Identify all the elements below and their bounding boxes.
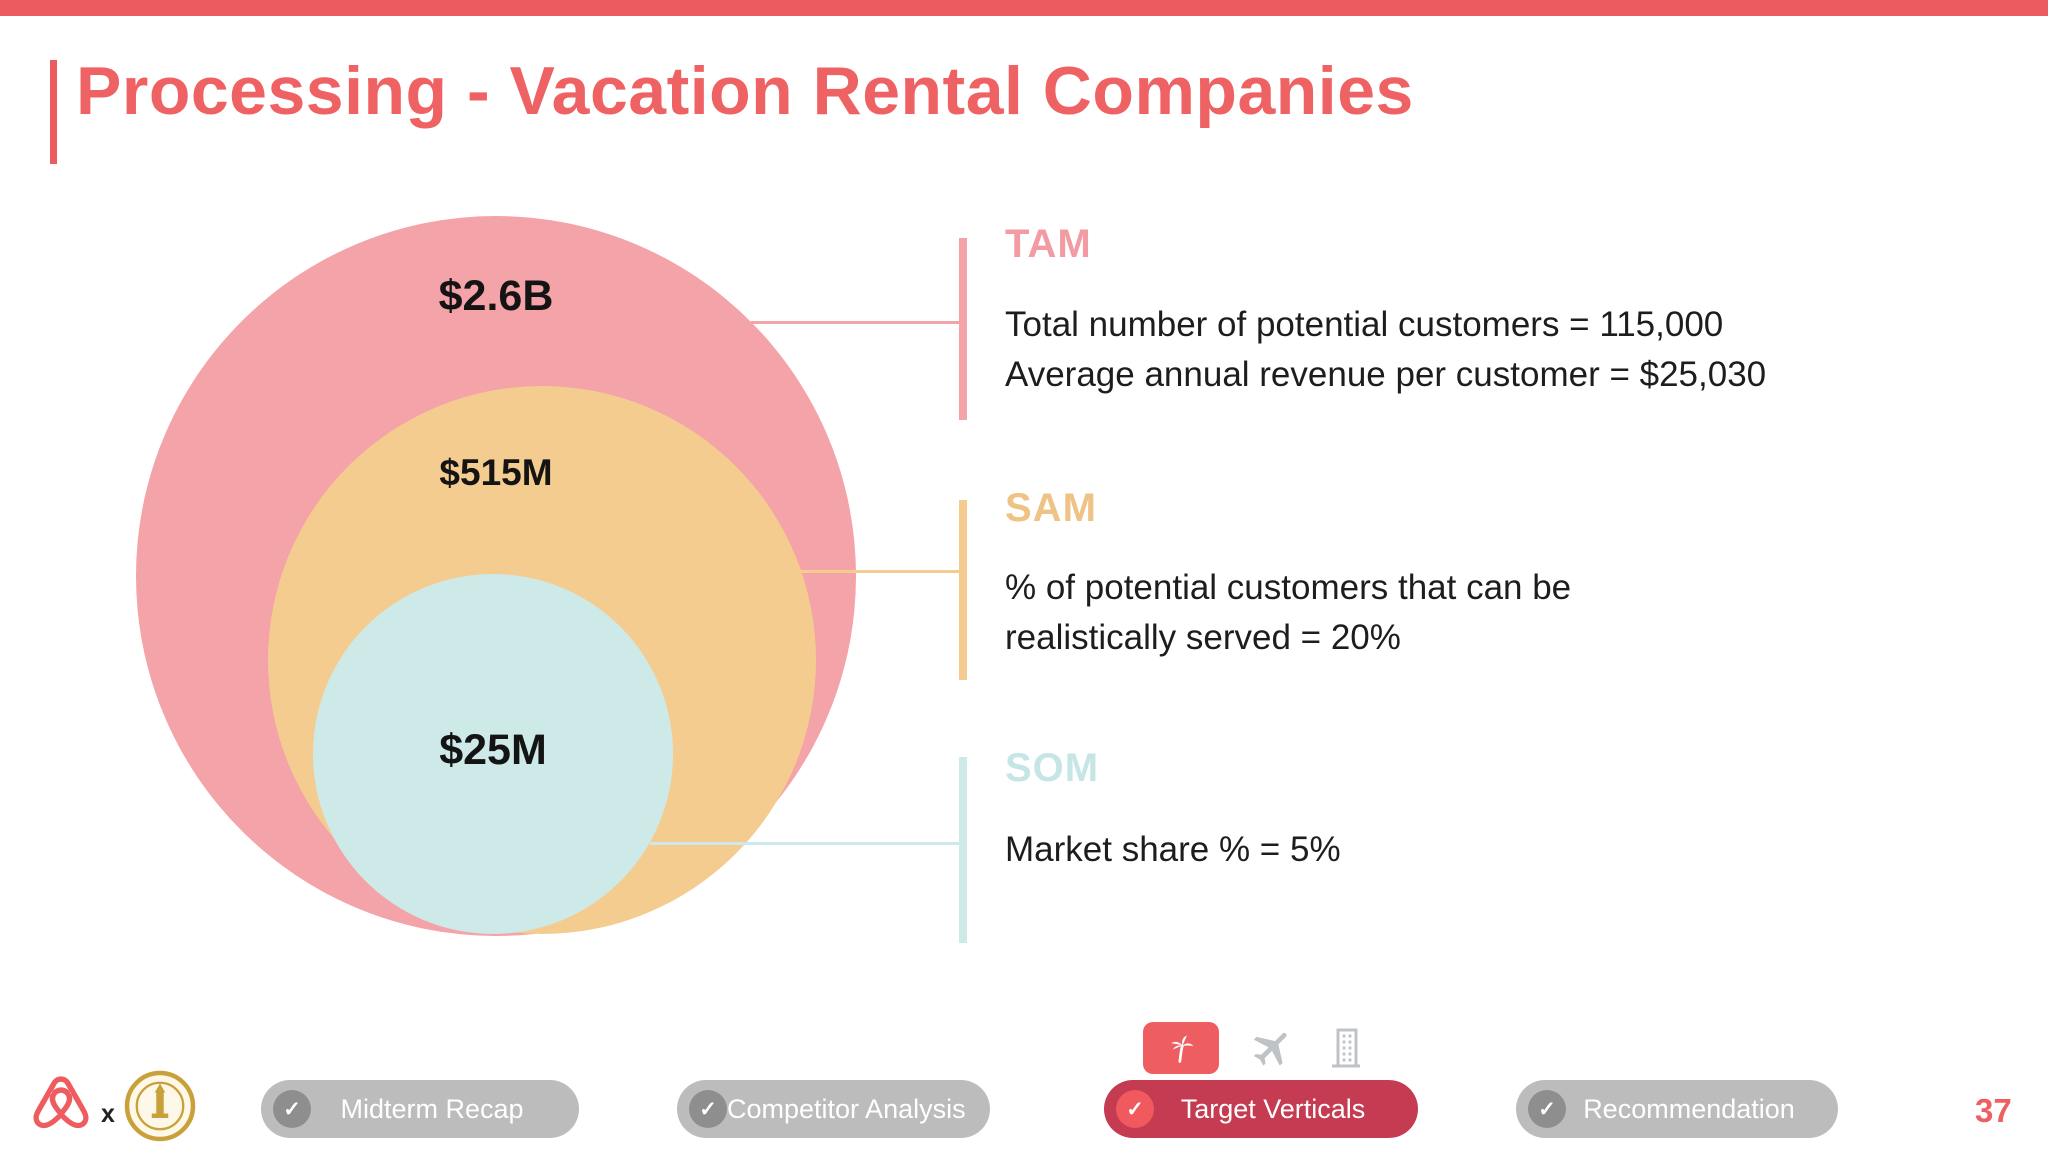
sam-divider-bar bbox=[959, 500, 967, 680]
som-description: Market share % = 5% bbox=[1005, 825, 1341, 875]
page-number: 37 bbox=[1975, 1092, 2012, 1129]
nav-pill-midterm-recap[interactable]: ✓ Midterm Recap bbox=[261, 1080, 579, 1138]
logo-separator: x bbox=[101, 1100, 115, 1128]
sam-description-line-2: realistically served = 20% bbox=[1005, 617, 1401, 657]
tam-description-line-1: Total number of potential customers = 11… bbox=[1005, 305, 1724, 344]
berkeley-seal-logo bbox=[124, 1070, 196, 1142]
tam-description-line-2: Average annual revenue per customer = $2… bbox=[1005, 354, 1767, 394]
sam-description: % of potential customers that can be rea… bbox=[1005, 563, 1571, 662]
check-icon: ✓ bbox=[1528, 1090, 1566, 1128]
sam-value-label: $515M bbox=[439, 452, 553, 493]
som-divider-bar bbox=[959, 757, 967, 943]
check-icon: ✓ bbox=[689, 1090, 727, 1128]
vertical-tab-hotels[interactable] bbox=[1322, 1024, 1370, 1072]
nav-pill-label: Recommendation bbox=[1583, 1093, 1795, 1124]
building-icon bbox=[1332, 1028, 1360, 1068]
sam-connector-line bbox=[798, 570, 961, 573]
airbnb-logo bbox=[28, 1072, 94, 1138]
title-accent-bar bbox=[50, 60, 57, 164]
nav-pill-label: Midterm Recap bbox=[340, 1093, 524, 1124]
tam-description: Total number of potential customers = 11… bbox=[1005, 300, 1766, 399]
nav-pill-label: Competitor Analysis bbox=[727, 1093, 966, 1124]
check-icon: ✓ bbox=[1116, 1090, 1154, 1128]
top-accent-bar bbox=[0, 0, 2048, 16]
check-icon: ✓ bbox=[273, 1090, 311, 1128]
nav-pill-label: Target Verticals bbox=[1180, 1093, 1366, 1124]
tam-value-label: $2.6B bbox=[438, 272, 554, 320]
vertical-tab-airlines[interactable] bbox=[1238, 1014, 1306, 1082]
som-circle bbox=[313, 574, 673, 934]
palm-tree-icon bbox=[1171, 1035, 1194, 1063]
sam-description-line-1: % of potential customers that can be bbox=[1005, 568, 1572, 607]
vertical-tab-vacation-rentals[interactable] bbox=[1143, 1022, 1219, 1074]
som-value-label: $25M bbox=[439, 726, 547, 774]
page-title: Processing - Vacation Rental Companies bbox=[76, 53, 1414, 129]
sam-heading: SAM bbox=[1005, 486, 1097, 530]
som-description-line-1: Market share % = 5% bbox=[1005, 830, 1341, 869]
tam-heading: TAM bbox=[1005, 222, 1092, 266]
nav-pill-competitor-analysis[interactable]: ✓ Competitor Analysis bbox=[677, 1080, 990, 1138]
tam-connector-line bbox=[751, 321, 961, 324]
nav-pill-recommendation[interactable]: ✓ Recommendation bbox=[1516, 1080, 1838, 1138]
tam-divider-bar bbox=[959, 238, 967, 420]
airplane-icon bbox=[1253, 1032, 1287, 1066]
nav-pill-target-verticals[interactable]: ✓ Target Verticals bbox=[1104, 1080, 1418, 1138]
som-connector-line bbox=[650, 842, 961, 845]
som-heading: SOM bbox=[1005, 746, 1100, 790]
